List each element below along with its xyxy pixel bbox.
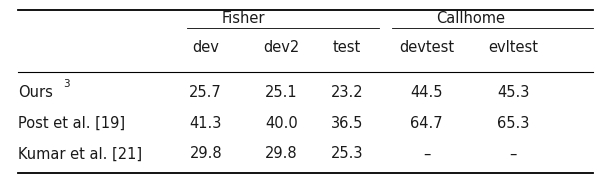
Text: Fisher: Fisher bbox=[222, 11, 265, 26]
Text: 45.3: 45.3 bbox=[497, 85, 529, 100]
Text: 3: 3 bbox=[63, 79, 70, 89]
Text: dev: dev bbox=[192, 40, 219, 55]
Text: 29.8: 29.8 bbox=[189, 146, 222, 161]
Text: devtest: devtest bbox=[399, 40, 454, 55]
Text: 23.2: 23.2 bbox=[330, 85, 363, 100]
Text: Callhome: Callhome bbox=[436, 11, 505, 26]
Text: 25.3: 25.3 bbox=[331, 146, 363, 161]
Text: –: – bbox=[423, 146, 430, 161]
Text: 25.7: 25.7 bbox=[189, 85, 222, 100]
Text: 25.1: 25.1 bbox=[265, 85, 298, 100]
Text: 29.8: 29.8 bbox=[265, 146, 298, 161]
Text: 36.5: 36.5 bbox=[331, 116, 363, 131]
Text: Kumar et al. [21]: Kumar et al. [21] bbox=[18, 146, 142, 161]
Text: 41.3: 41.3 bbox=[190, 116, 222, 131]
Text: 65.3: 65.3 bbox=[497, 116, 529, 131]
Text: 64.7: 64.7 bbox=[410, 116, 443, 131]
Text: 40.0: 40.0 bbox=[265, 116, 298, 131]
Text: dev2: dev2 bbox=[263, 40, 300, 55]
Text: Post et al. [19]: Post et al. [19] bbox=[18, 116, 125, 131]
Text: Ours: Ours bbox=[18, 85, 53, 100]
Text: test: test bbox=[333, 40, 361, 55]
Text: 44.5: 44.5 bbox=[411, 85, 443, 100]
Text: –: – bbox=[510, 146, 517, 161]
Text: evltest: evltest bbox=[488, 40, 538, 55]
